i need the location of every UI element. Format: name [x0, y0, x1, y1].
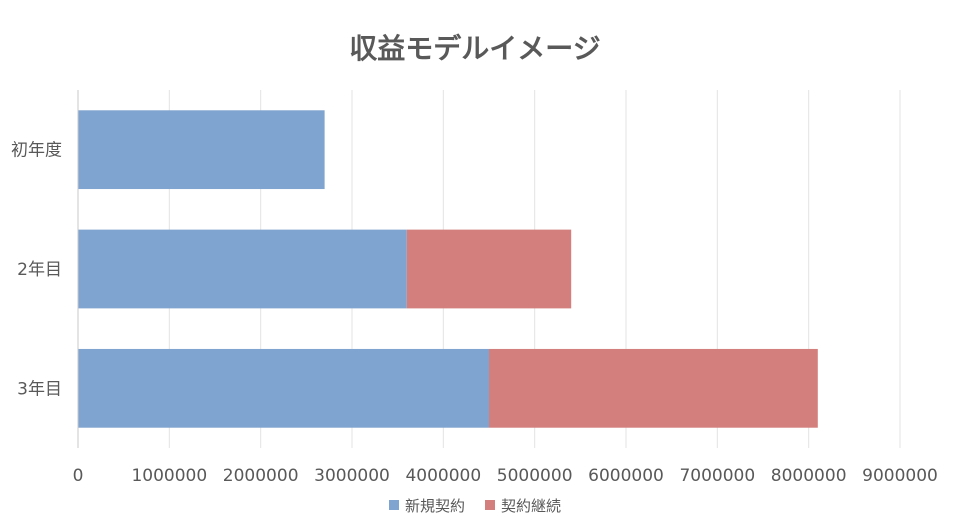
y-category-label: 3年目 — [17, 379, 62, 399]
bar-segment — [78, 348, 489, 428]
x-tick-label: 3000000 — [314, 466, 390, 486]
x-tick-label: 8000000 — [771, 466, 847, 486]
x-tick-label: 0 — [73, 466, 84, 486]
x-tick-label: 4000000 — [405, 466, 481, 486]
bar-segment — [78, 110, 325, 190]
x-tick-label: 7000000 — [679, 466, 755, 486]
y-category-label: 初年度 — [11, 141, 62, 161]
x-tick-label: 5000000 — [497, 466, 573, 486]
bar-segment — [489, 348, 818, 428]
legend-label: 契約継続 — [501, 497, 561, 515]
x-tick-label: 6000000 — [588, 466, 664, 486]
chart-title: 収益モデルイメージ — [349, 32, 600, 65]
bars — [78, 110, 818, 428]
axes: 0 1000000 2000000 3000000 4000000 5000000 6000… — [11, 90, 938, 486]
x-tick-label: 9000000 — [862, 466, 938, 486]
x-tick-label: 2000000 — [223, 466, 299, 486]
legend-swatch — [485, 500, 495, 510]
bar-segment — [406, 229, 572, 309]
x-tick-label: 1000000 — [131, 466, 207, 486]
bar-segment — [78, 229, 407, 309]
legend-swatch — [389, 500, 399, 510]
y-category-label: 2年目 — [17, 260, 62, 280]
legend: 新規契約 契約継続 — [389, 497, 561, 515]
legend-label: 新規契約 — [405, 497, 465, 515]
